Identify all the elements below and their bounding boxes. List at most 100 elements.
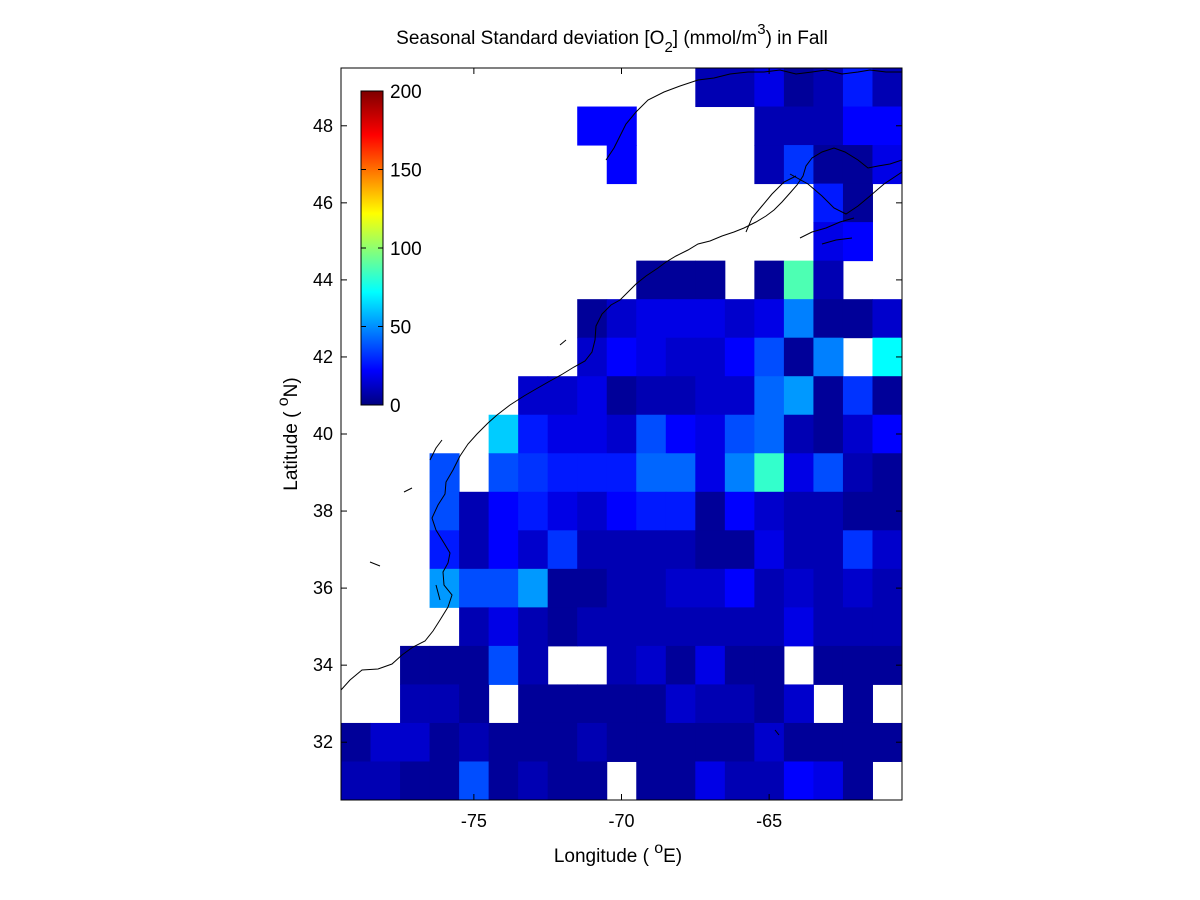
x-tick-label: -75 xyxy=(461,811,487,831)
heatmap-cell xyxy=(429,722,460,762)
heatmap-cell xyxy=(754,260,785,300)
heatmap-cell xyxy=(783,722,814,762)
heatmap-cell xyxy=(577,761,608,800)
heatmap-cell xyxy=(842,453,873,493)
heatmap-cell xyxy=(813,145,844,185)
heatmap-cell xyxy=(665,491,696,531)
heatmap-cell xyxy=(341,800,371,839)
heatmap-cell xyxy=(488,491,519,531)
y-tick-label: 36 xyxy=(313,578,333,598)
heatmap-cell xyxy=(489,800,519,839)
heatmap-cell xyxy=(695,800,725,839)
heatmap-cell xyxy=(754,337,785,377)
heatmap-cell xyxy=(783,607,814,647)
heatmap-cell xyxy=(636,376,667,416)
heatmap-cell xyxy=(695,414,726,454)
heatmap-cell xyxy=(783,145,814,185)
heatmap-cell xyxy=(459,607,490,647)
heatmap-cell xyxy=(725,800,755,839)
heatmap-cell xyxy=(754,299,785,339)
heatmap-cell xyxy=(547,453,578,493)
heatmap-cell xyxy=(783,761,814,800)
heatmap-cell xyxy=(842,491,873,531)
heatmap-cell xyxy=(606,491,637,531)
heatmap-cell xyxy=(400,645,431,685)
chart-title: Seasonal Standard deviation [O2] (mmol/m… xyxy=(396,21,828,56)
heatmap-cell xyxy=(842,530,873,570)
heatmap-cell xyxy=(636,645,667,685)
heatmap-cell xyxy=(783,530,814,570)
heatmap-cell xyxy=(813,568,844,608)
heatmap-cell xyxy=(636,299,667,339)
heatmap-cell xyxy=(636,722,667,762)
heatmap-cell xyxy=(606,337,637,377)
heatmap-cell xyxy=(518,722,549,762)
heatmap-cell xyxy=(371,800,401,839)
y-axis-ticks: 32 34 36 38 40 42 44 46 48 xyxy=(313,116,902,752)
coastline-gulf xyxy=(745,171,902,233)
heatmap-cell xyxy=(695,684,726,724)
heatmap-cell xyxy=(606,607,637,647)
heatmap-cell xyxy=(724,530,755,570)
heatmap-cell xyxy=(813,414,844,454)
y-axis-label: Latitude ( oN) xyxy=(275,377,302,490)
heatmap-cell xyxy=(370,761,401,800)
heatmap-cell xyxy=(606,106,637,146)
heatmap-cell xyxy=(783,68,814,108)
heatmap-cell xyxy=(636,761,667,800)
heatmap-cell xyxy=(518,414,549,454)
colorbar-ticks: 0 50 100 150 200 xyxy=(361,82,422,417)
heatmap-cell xyxy=(695,376,726,416)
heatmap-cell xyxy=(695,68,726,108)
heatmap-cell xyxy=(842,222,873,262)
heatmap-cell xyxy=(577,414,608,454)
heatmap-cell xyxy=(872,299,902,339)
heatmap-cell xyxy=(518,761,549,800)
heatmap-cell xyxy=(429,530,460,570)
heatmap-cell xyxy=(695,722,726,762)
heatmap-cell xyxy=(518,568,549,608)
heatmap-cell xyxy=(754,68,785,108)
heatmap-cell xyxy=(783,299,814,339)
heatmap-cell xyxy=(724,491,755,531)
heatmap-cell xyxy=(813,299,844,339)
heatmap-cell xyxy=(429,684,460,724)
heatmap-cell xyxy=(341,761,372,800)
heatmap-cell xyxy=(872,530,902,570)
y-tick-label: 48 xyxy=(313,116,333,136)
heatmap-cell xyxy=(636,453,667,493)
heatmap-cell xyxy=(429,568,460,608)
x-axis-label: Longitude ( oE) xyxy=(554,840,682,867)
heatmap-cell xyxy=(754,414,785,454)
heatmap-cell xyxy=(665,530,696,570)
y-tick-label: 44 xyxy=(313,270,333,290)
heatmap-cell xyxy=(842,145,873,185)
heatmap-cell xyxy=(665,761,696,800)
heatmap-cell xyxy=(547,568,578,608)
heatmap-cell xyxy=(813,222,844,262)
heatmap-cell xyxy=(842,645,873,685)
heatmap-cell xyxy=(429,761,460,800)
heatmap-cell xyxy=(577,491,608,531)
heatmap-cell xyxy=(724,453,755,493)
heatmap-cell xyxy=(754,376,785,416)
heatmap-cell xyxy=(842,299,873,339)
heatmap-cell xyxy=(724,607,755,647)
heatmap-cell xyxy=(429,453,460,493)
heatmap-cell xyxy=(754,530,785,570)
heatmap-cell xyxy=(636,414,667,454)
heatmap-cell xyxy=(813,607,844,647)
heatmap-cell xyxy=(518,607,549,647)
heatmap-cell xyxy=(665,607,696,647)
colorbar-tick-label: 200 xyxy=(390,82,422,103)
heatmap-cell xyxy=(724,645,755,685)
heatmap-cell xyxy=(783,568,814,608)
heatmap-cell xyxy=(842,106,873,146)
heatmap-cell xyxy=(695,260,726,300)
heatmap-cell xyxy=(400,684,431,724)
heatmap-cell xyxy=(665,376,696,416)
heatmap-cell xyxy=(783,684,814,724)
heatmap-cell xyxy=(518,453,549,493)
heatmap-cell xyxy=(695,337,726,377)
heatmap-cell xyxy=(547,684,578,724)
